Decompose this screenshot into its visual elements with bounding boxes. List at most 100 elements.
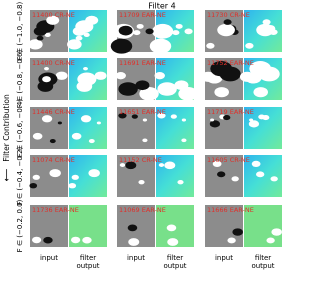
output-blob bbox=[174, 80, 189, 91]
input-image bbox=[117, 155, 155, 197]
input-blob bbox=[41, 115, 53, 123]
input-blob bbox=[42, 76, 51, 83]
input-image bbox=[30, 107, 68, 149]
input-blob bbox=[125, 161, 137, 170]
output-blob bbox=[67, 39, 82, 50]
output-blob bbox=[175, 23, 183, 29]
output-blob bbox=[167, 238, 179, 246]
output-blob bbox=[164, 161, 176, 170]
input-image bbox=[205, 107, 243, 149]
input-blob bbox=[139, 86, 159, 101]
input-blob bbox=[127, 224, 138, 232]
input-blob bbox=[118, 25, 133, 36]
input-blob bbox=[110, 38, 133, 54]
output-blob bbox=[71, 132, 82, 140]
output-blob bbox=[271, 228, 283, 236]
input-blob bbox=[128, 238, 140, 246]
input-blob bbox=[118, 82, 138, 96]
column-label: filter output bbox=[76, 254, 99, 270]
input-blob bbox=[49, 169, 61, 178]
input-blob bbox=[227, 237, 236, 244]
output-blob bbox=[248, 120, 260, 128]
output-blob bbox=[96, 121, 101, 125]
output-image bbox=[156, 155, 194, 197]
panel-label: 11719 EAR-NE bbox=[207, 108, 254, 116]
column-label: filter output bbox=[163, 254, 186, 270]
input-blob bbox=[57, 121, 62, 125]
output-blob bbox=[262, 19, 271, 25]
input-blob bbox=[232, 228, 244, 236]
input-blob bbox=[43, 236, 53, 244]
row-label: F ∈ (−0.6, −0.4) bbox=[16, 98, 24, 157]
column-label: input bbox=[215, 254, 233, 262]
panel-label: 11152 CR-NE bbox=[119, 156, 162, 164]
input-blob bbox=[49, 139, 56, 144]
panel-label: 11074 CR-NE bbox=[32, 156, 75, 164]
input-blob bbox=[223, 19, 232, 25]
output-blob bbox=[166, 224, 177, 232]
y-axis-label: Filter Contribution bbox=[2, 94, 11, 162]
input-image bbox=[205, 205, 243, 247]
output-blob bbox=[94, 71, 107, 80]
figure: Filter 4 Filter Contribution ⟵ F ∈ (−1.0… bbox=[2, 1, 283, 270]
row-label: F ∈ (−0.8, −0.6) bbox=[16, 49, 24, 108]
output-blob bbox=[177, 180, 184, 185]
output-blob bbox=[157, 25, 172, 36]
output-blob bbox=[181, 138, 187, 143]
input-blob bbox=[29, 183, 38, 189]
output-blob bbox=[245, 42, 254, 49]
column-label: input bbox=[127, 254, 145, 262]
output-image bbox=[244, 205, 282, 247]
output-blob bbox=[83, 67, 88, 71]
input-blob bbox=[44, 67, 49, 71]
input-blob bbox=[32, 174, 40, 180]
input-blob bbox=[142, 118, 148, 122]
output-blob bbox=[256, 23, 274, 37]
output-blob bbox=[149, 38, 172, 54]
panel-label: 11069 EAR-NE bbox=[119, 206, 166, 214]
output-blob bbox=[154, 72, 165, 80]
y-arrow: ⟵ bbox=[3, 168, 13, 181]
output-blob bbox=[266, 237, 275, 244]
output-blob bbox=[262, 115, 270, 121]
output-blob bbox=[88, 139, 95, 144]
output-blob bbox=[249, 118, 254, 122]
row-label: F ∈ (−0.4, −0.2) bbox=[16, 146, 24, 205]
output-blob bbox=[253, 87, 268, 98]
output-blob bbox=[80, 115, 92, 123]
input-blob bbox=[214, 87, 229, 98]
input-blob bbox=[118, 112, 127, 119]
input-blob bbox=[209, 120, 221, 128]
panel-label: 11400 CR-NE bbox=[32, 59, 75, 67]
output-blob bbox=[256, 171, 265, 178]
input-blob bbox=[135, 80, 150, 91]
column-label: filter output bbox=[251, 254, 274, 270]
panel-label: 11730 CR-NE bbox=[207, 11, 250, 19]
output-blob bbox=[251, 160, 261, 167]
panel-label: 11709 EAR-NE bbox=[119, 11, 166, 19]
output-blob bbox=[170, 114, 177, 119]
input-blob bbox=[217, 23, 235, 37]
column-label: input bbox=[40, 254, 58, 262]
input-blob bbox=[223, 115, 231, 121]
input-blob bbox=[136, 23, 144, 29]
output-blob bbox=[184, 28, 193, 35]
output-blob bbox=[178, 86, 198, 101]
output-blob bbox=[181, 118, 187, 122]
row-label: F ∈ (−0.2, 0.0) bbox=[16, 199, 24, 252]
output-blob bbox=[239, 71, 255, 82]
output-blob bbox=[68, 183, 77, 189]
input-blob bbox=[212, 160, 222, 167]
output-blob bbox=[81, 76, 90, 83]
panel-label: 11400 CR-NE bbox=[32, 11, 75, 19]
output-blob bbox=[75, 35, 83, 41]
input-blob bbox=[46, 15, 60, 25]
output-blob bbox=[157, 82, 177, 96]
input-blob bbox=[131, 114, 138, 119]
output-image bbox=[244, 107, 282, 149]
output-blob bbox=[249, 61, 272, 77]
row-label: F ∈ (−1.0, −0.8) bbox=[16, 1, 24, 60]
input-blob bbox=[200, 71, 216, 82]
input-blob bbox=[217, 171, 226, 178]
output-blob bbox=[82, 236, 92, 244]
